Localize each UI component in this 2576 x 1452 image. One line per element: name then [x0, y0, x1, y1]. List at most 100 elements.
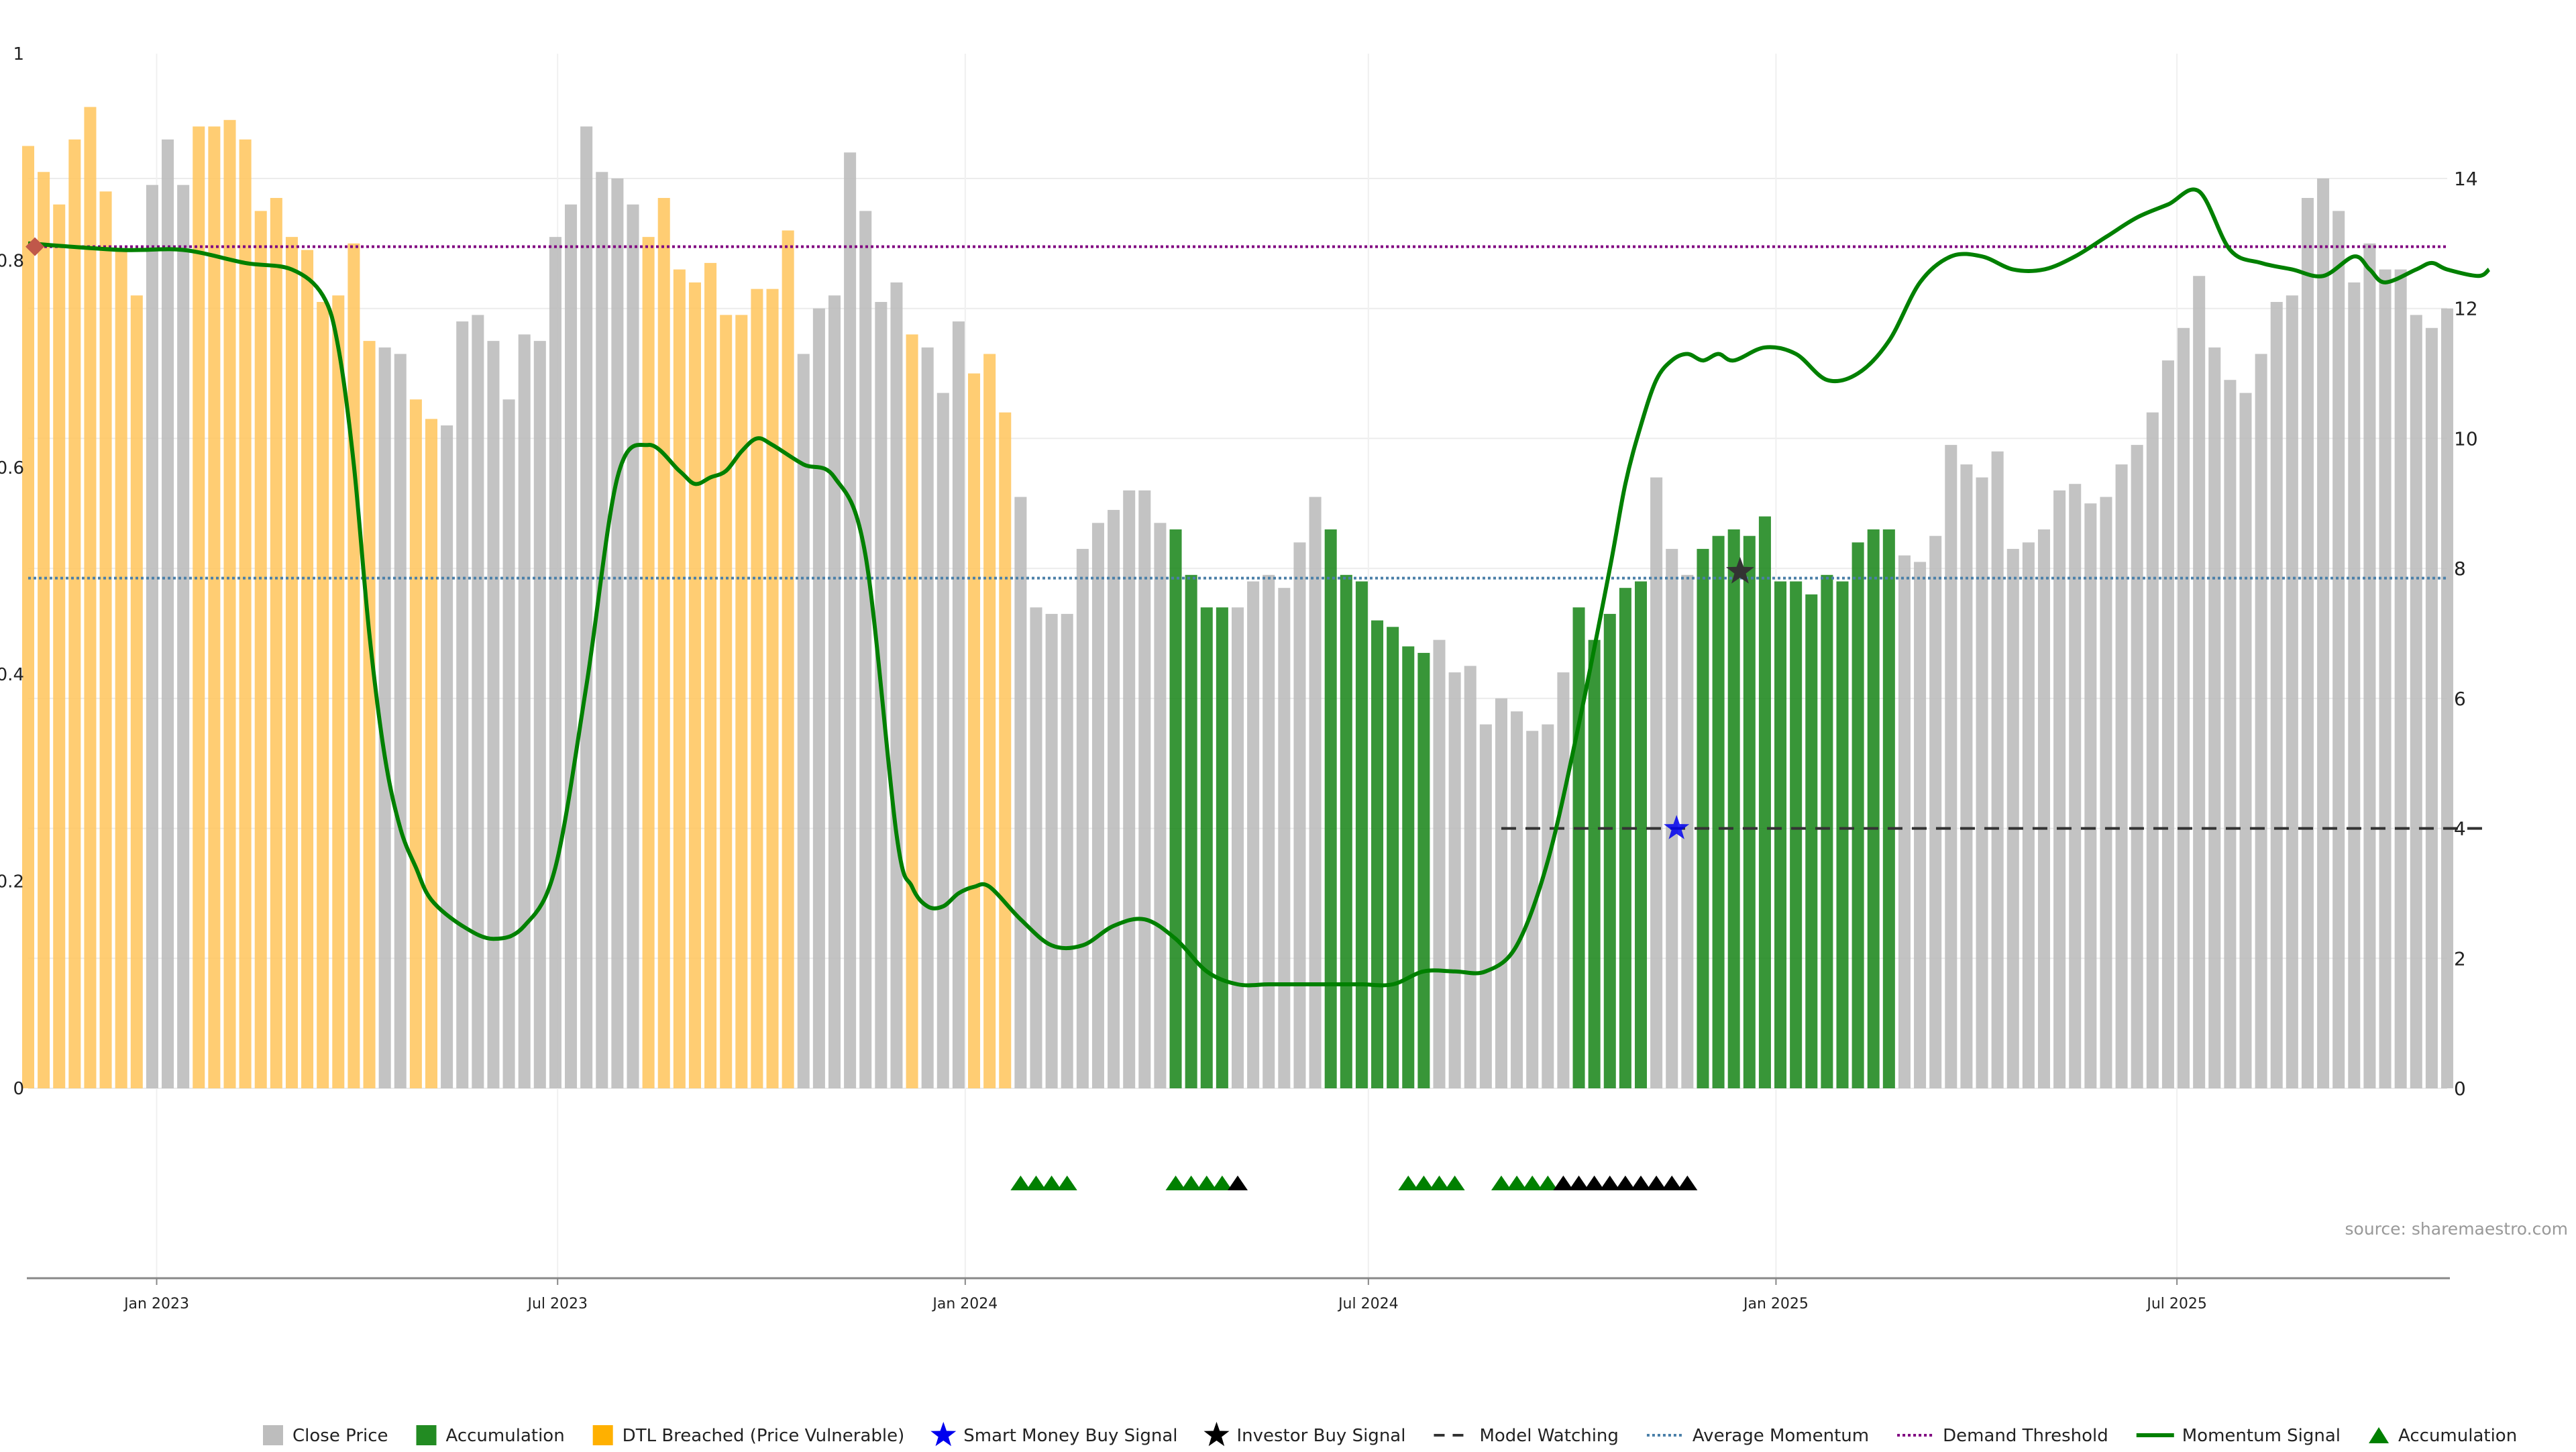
source-text: source: sharemaestro.com	[2345, 1219, 2569, 1239]
close-price-bar	[2394, 269, 2407, 1088]
right-axis-tick-label: 6	[2454, 688, 2466, 710]
close-price-bar	[812, 308, 825, 1088]
right-axis-tick-label: 10	[2454, 427, 2478, 450]
close-price-bar	[2208, 347, 2221, 1089]
legend-item: Smart Money Buy Signal	[930, 1422, 1177, 1447]
dtl-breached-bar	[673, 269, 686, 1088]
investor-signal-triangle	[1584, 1176, 1605, 1190]
accumulation-bar	[1836, 581, 1849, 1088]
legend-triangle-icon	[2369, 1427, 2390, 1443]
accumulation-bar	[1712, 535, 1725, 1088]
close-price-bar	[2053, 490, 2066, 1088]
close-price-bar	[1542, 724, 1554, 1088]
close-price-bar	[1914, 562, 1927, 1088]
close-price-bar	[2161, 360, 2174, 1088]
x-axis-tick-label: Jan 2023	[123, 1296, 189, 1312]
close-price-bar	[1309, 497, 1322, 1088]
dtl-breached-bar	[130, 295, 143, 1088]
close-price-bar	[627, 204, 639, 1088]
accumulation-bar	[1417, 653, 1430, 1088]
accumulation-bar	[1200, 607, 1213, 1088]
close-price-bar	[177, 185, 190, 1089]
dtl-breached-bar	[285, 237, 298, 1089]
close-price-bar	[2255, 354, 2267, 1088]
close-price-bar	[2006, 549, 2019, 1088]
close-price-bar	[549, 237, 561, 1089]
left-axis-tick-label: 0	[13, 1079, 24, 1099]
accumulation-signal-triangle	[1010, 1176, 1031, 1190]
accumulation-signal-triangle	[1212, 1176, 1232, 1190]
legend: Close Price Accumulation DTL Breached (Pri…	[263, 1422, 2517, 1447]
close-price-bar	[580, 126, 593, 1088]
right-axis-tick-label: 12	[2454, 298, 2478, 320]
accumulation-signal-triangle	[1196, 1176, 1217, 1190]
close-price-bar	[2069, 484, 2082, 1088]
accumulation-bar	[1758, 516, 1771, 1088]
close-price-bar	[2270, 302, 2283, 1089]
accumulation-bar	[1588, 639, 1601, 1088]
accumulation-signal-triangle	[1507, 1176, 1527, 1190]
dtl-breached-bar	[239, 139, 252, 1089]
close-price-bar	[378, 347, 391, 1089]
legend-item: Close Price	[263, 1425, 388, 1446]
accumulation-bar	[1371, 620, 1384, 1088]
dtl-breached-bar	[906, 334, 918, 1089]
close-price-bar	[1929, 535, 1942, 1088]
bars-layer	[21, 107, 2454, 1089]
close-price-bar	[1061, 613, 1073, 1088]
dtl-breached-bar	[983, 354, 996, 1088]
close-price-bar	[2131, 445, 2143, 1088]
accumulation-bar	[1324, 529, 1337, 1088]
dtl-breached-bar	[409, 399, 422, 1088]
investor-signal-triangle	[1568, 1176, 1589, 1190]
accumulation-bar	[1216, 607, 1228, 1088]
accumulation-bar	[1743, 535, 1756, 1088]
close-price-bar	[2440, 308, 2454, 1088]
dtl-breached-bar	[208, 126, 221, 1088]
close-price-bar	[1666, 549, 1678, 1088]
investor-signal-triangle	[1662, 1176, 1682, 1190]
investor-signal-triangle	[1631, 1176, 1651, 1190]
close-price-bar	[1014, 497, 1027, 1088]
markers-layer	[25, 237, 1754, 839]
legend-label: Average Momentum	[1693, 1426, 1869, 1446]
accumulation-bar	[1619, 588, 1631, 1088]
close-price-bar	[859, 211, 872, 1088]
legend-label: Accumulation	[2398, 1426, 2517, 1446]
accumulation-bar	[1805, 594, 1818, 1088]
dtl-breached-bar	[38, 172, 50, 1088]
legend-item: Accumulation	[416, 1425, 565, 1446]
close-price-bar	[2348, 282, 2361, 1089]
close-price-bar	[2193, 276, 2206, 1088]
close-price-bar	[2410, 315, 2422, 1088]
legend-item: Momentum Signal	[2136, 1426, 2341, 1446]
dtl-breached-bar	[704, 262, 717, 1088]
investor-signal-triangle	[1599, 1176, 1620, 1190]
accumulation-signal-triangle	[1026, 1176, 1046, 1190]
legend-label: Momentum Signal	[2182, 1426, 2341, 1446]
accumulation-bar	[1603, 613, 1616, 1088]
accumulation-signal-triangle	[1444, 1176, 1465, 1190]
close-price-bar	[1045, 613, 1058, 1088]
dtl-breached-bar	[68, 139, 81, 1089]
close-price-bar	[1479, 724, 1492, 1088]
legend-label: DTL Breached (Price Vulnerable)	[623, 1426, 905, 1446]
dtl-breached-bar	[270, 198, 282, 1089]
close-price-bar	[1030, 607, 1042, 1088]
accumulation-bar	[1821, 574, 1833, 1088]
close-price-bar	[2084, 503, 2097, 1088]
close-price-bar	[2178, 327, 2190, 1089]
accumulation-signal-triangle	[1057, 1176, 1077, 1190]
dtl-breached-bar	[99, 191, 112, 1089]
close-price-bar	[2425, 327, 2438, 1089]
dtl-breached-bar	[425, 419, 438, 1088]
dtl-breached-bar	[999, 412, 1012, 1088]
dtl-breached-bar	[968, 373, 981, 1088]
dtl-breached-bar	[363, 341, 376, 1088]
close-price-bar	[1650, 477, 1663, 1088]
start-marker	[25, 237, 44, 256]
close-price-bar	[2100, 497, 2112, 1088]
close-price-bar	[2146, 412, 2159, 1088]
legend-label: Close Price	[292, 1426, 388, 1446]
